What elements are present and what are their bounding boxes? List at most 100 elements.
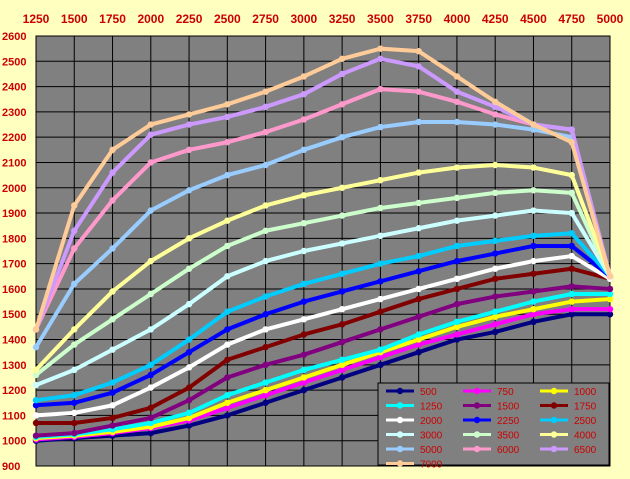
legend-item: 2250: [463, 416, 520, 427]
data-point: [453, 118, 461, 126]
data-point: [71, 227, 78, 234]
data-point: [568, 290, 575, 298]
data-point: [300, 366, 308, 374]
data-point: [492, 111, 499, 118]
legend-swatch-marker: [473, 387, 481, 395]
data-point: [109, 245, 116, 252]
data-point: [453, 73, 461, 80]
data-point: [147, 207, 154, 214]
data-point: [338, 338, 346, 346]
series-7000: [32, 45, 614, 333]
data-point: [415, 252, 422, 260]
x-tick-label: 1500: [61, 12, 88, 26]
data-point: [109, 414, 116, 422]
data-point: [492, 121, 499, 128]
data-point: [492, 189, 499, 197]
series-line: [34, 292, 612, 439]
legend-box: [377, 382, 610, 466]
series-line: [34, 254, 612, 418]
data-point: [185, 111, 193, 118]
legend-item: 3500: [463, 431, 520, 442]
data-point: [300, 298, 308, 305]
data-point: [338, 184, 346, 191]
data-point: [338, 321, 346, 328]
y-tick-label: 1300: [2, 360, 26, 372]
data-point: [147, 290, 154, 298]
data-point: [530, 207, 537, 214]
legend-swatch-marker: [550, 416, 558, 424]
data-point: [530, 187, 537, 194]
data-point: [492, 293, 499, 300]
data-point: [147, 159, 154, 166]
series-line: [34, 56, 612, 332]
x-tick-label: 4250: [482, 12, 509, 26]
data-point: [338, 101, 346, 108]
data-point: [185, 348, 193, 356]
x-tick-label: 3750: [405, 12, 432, 26]
data-point: [377, 232, 384, 240]
legend-item: 6000: [463, 445, 520, 456]
data-point: [147, 429, 154, 437]
y-tick-label: 2400: [2, 82, 26, 94]
legend-label: 3500: [497, 431, 520, 442]
data-point: [224, 356, 231, 363]
data-point: [453, 257, 461, 265]
data-point: [338, 288, 346, 295]
data-point: [415, 341, 422, 348]
data-point: [415, 118, 422, 126]
data-point: [262, 386, 269, 394]
series-1500: [32, 283, 614, 439]
x-tick-label: 4000: [444, 12, 471, 26]
data-point: [109, 389, 116, 396]
y-tick-label: 1000: [2, 436, 26, 448]
data-point: [377, 260, 384, 267]
data-point: [185, 146, 193, 154]
data-point: [453, 242, 461, 250]
data-point: [568, 283, 575, 290]
data-point: [224, 374, 231, 381]
data-point: [492, 212, 499, 219]
data-point: [109, 197, 116, 204]
y-tick-label: 1700: [2, 259, 26, 271]
data-point: [377, 361, 384, 369]
x-tick-label: 3000: [291, 12, 318, 26]
legend-label: 2000: [420, 416, 443, 427]
data-point: [185, 422, 193, 429]
data-point: [147, 384, 154, 391]
legend-label: 6500: [574, 445, 597, 456]
x-tick-label: 2750: [252, 12, 279, 26]
data-point: [224, 412, 231, 419]
data-point: [338, 70, 346, 78]
data-point: [262, 399, 269, 406]
legend-item: 1750: [540, 402, 597, 413]
data-point: [530, 270, 537, 277]
data-point: [185, 384, 193, 391]
data-point: [606, 290, 614, 298]
series-1750: [32, 265, 614, 427]
legend-label: 2500: [574, 416, 597, 427]
data-point: [32, 412, 40, 419]
y-tick-label: 1900: [2, 208, 26, 220]
data-point: [147, 257, 154, 265]
data-point: [377, 346, 384, 353]
data-point: [568, 242, 575, 250]
data-point: [224, 113, 231, 121]
data-point: [300, 379, 308, 386]
legend-label: 1250: [420, 402, 443, 413]
data-point: [568, 305, 575, 313]
legend-item: 6500: [540, 445, 597, 456]
data-point: [415, 199, 422, 207]
y-tick-label: 1600: [2, 284, 26, 296]
data-point: [109, 346, 116, 353]
data-point: [262, 227, 269, 234]
data-point: [453, 98, 461, 105]
series-line: [34, 163, 612, 372]
data-point: [71, 245, 78, 252]
legend-label: 500: [420, 387, 437, 398]
data-point: [453, 194, 461, 202]
legend-item: 5000: [386, 445, 443, 456]
data-point: [568, 252, 575, 260]
data-point: [338, 374, 346, 381]
y-tick-label: 2100: [2, 157, 26, 169]
data-point: [530, 257, 537, 265]
